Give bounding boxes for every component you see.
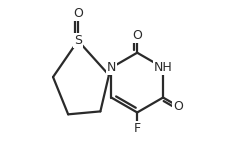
Text: O: O — [73, 7, 83, 20]
Text: NH: NH — [154, 61, 172, 74]
Text: S: S — [74, 34, 82, 47]
Text: N: N — [107, 61, 116, 74]
Text: F: F — [134, 122, 141, 135]
Text: O: O — [173, 100, 183, 113]
Text: O: O — [132, 29, 142, 42]
